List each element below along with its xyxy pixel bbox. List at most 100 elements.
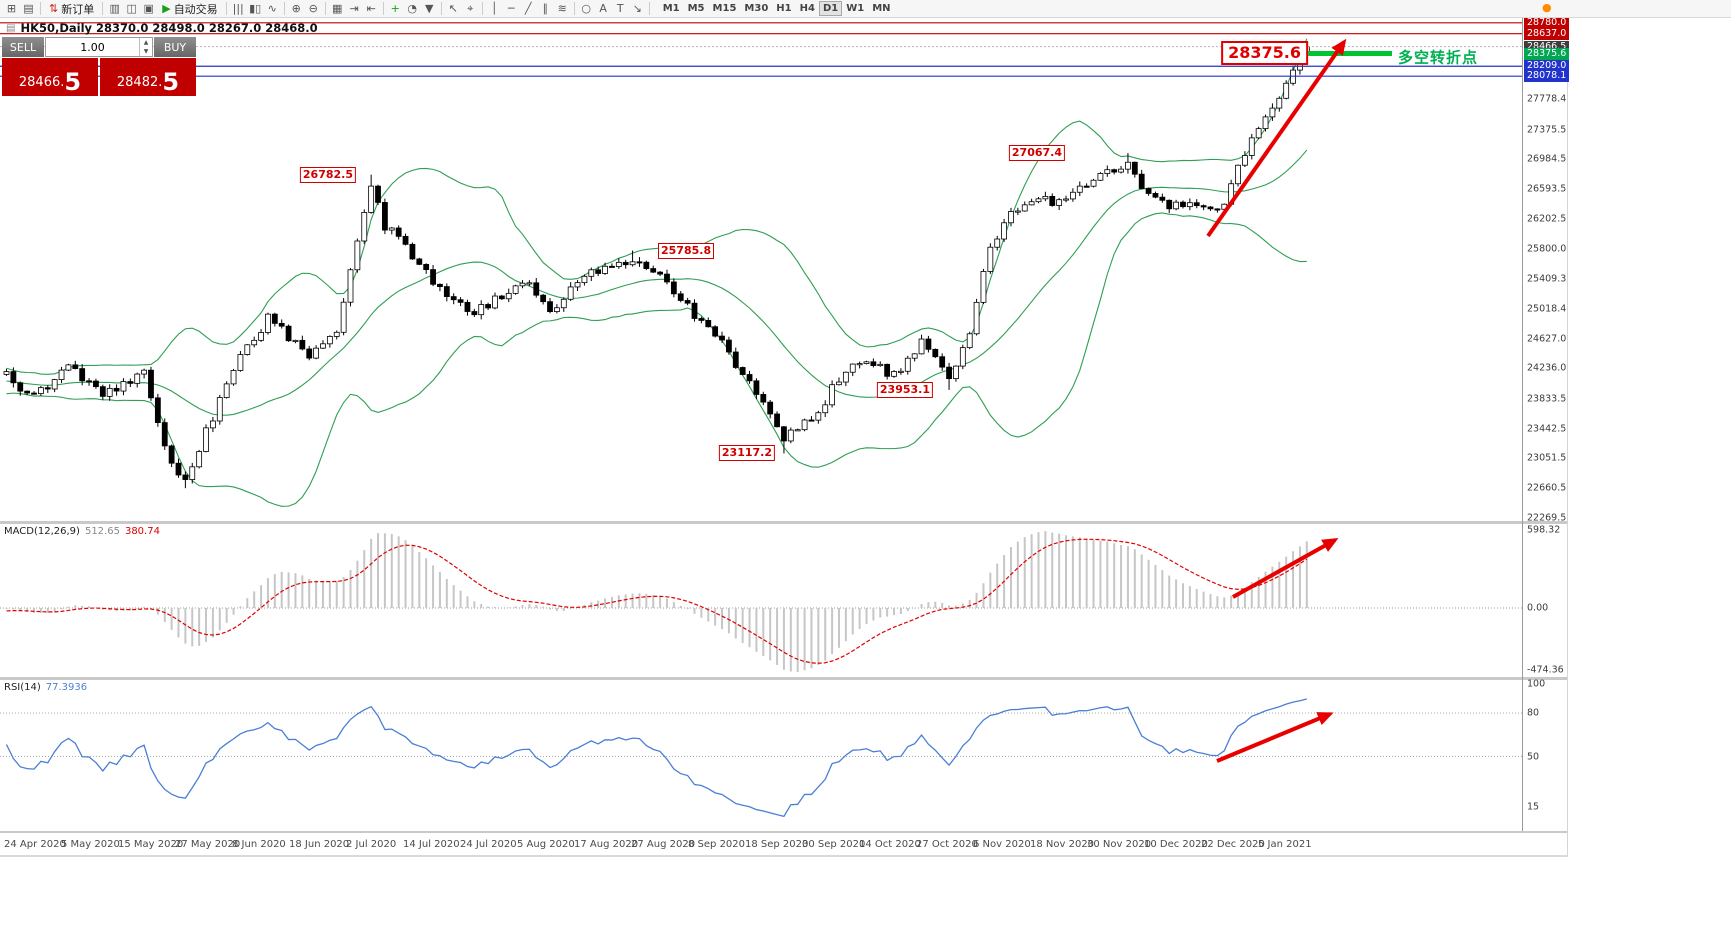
rsi-line	[5, 698, 1307, 818]
toolbar-separator	[102, 2, 104, 15]
timeframe-d1[interactable]: D1	[818, 1, 843, 16]
toolbar-separator	[225, 2, 227, 15]
price-axis-label: 25409.3	[1527, 273, 1567, 285]
timeframe-h1[interactable]: H1	[776, 3, 792, 14]
candles-chart-icon[interactable]: ▮▯	[249, 2, 262, 15]
swing-price-label: 25785.8	[658, 242, 715, 259]
market-watch-icon[interactable]: ▥	[109, 2, 120, 15]
fibonacci-icon[interactable]: ≋	[557, 2, 567, 15]
bollinger-bands	[6, 38, 1308, 507]
trendline-icon[interactable]: ╱	[524, 2, 532, 15]
timeframe-m30[interactable]: M30	[744, 3, 769, 14]
auto-scroll-icon[interactable]: ⇥	[349, 2, 359, 15]
shapes-icon[interactable]: ○	[581, 2, 591, 15]
new-order-button[interactable]: ⇅ 新订单	[44, 1, 99, 17]
chart-icon: ▤	[6, 22, 16, 34]
swing-price-label: 27067.4	[1008, 145, 1065, 162]
horizontal-line-icon[interactable]: ─	[507, 2, 515, 15]
date-axis-label: 22 Dec 2020	[1201, 839, 1265, 850]
new-order-button-label: 新订单	[61, 2, 95, 16]
rsi-label: RSI(14) 77.3936	[4, 682, 87, 693]
buy-price[interactable]: 28482. 5	[100, 58, 196, 96]
crosshair-icon[interactable]: ⌖	[467, 1, 474, 15]
volume-input[interactable]	[46, 38, 139, 56]
bollinger-upper	[6, 38, 1308, 375]
date-axis-label: 8 Jun 2020	[232, 839, 286, 850]
date-axis-label: 18 Nov 2020	[1030, 839, 1095, 850]
new-chart-icon[interactable]: ⊞	[6, 2, 17, 15]
turning-point-note: 多空转折点	[1398, 48, 1479, 67]
date-axis-label: 2 Jul 2020	[346, 839, 397, 850]
date-axis-label: 8 Sep 2020	[688, 839, 746, 850]
label-icon[interactable]: T	[616, 2, 624, 15]
macd-name: MACD(12,26,9)	[4, 526, 80, 537]
date-axis-label: 14 Oct 2020	[859, 839, 921, 850]
price-axis-label: 25018.4	[1527, 303, 1567, 315]
date-axis-label: 27 Aug 2020	[631, 839, 696, 850]
auto-trading-button-icon: ▶	[162, 2, 171, 15]
timeframe-w1[interactable]: W1	[846, 3, 865, 14]
macd-axis-label: 0.00	[1527, 602, 1549, 614]
date-axis-label: 5 Aug 2020	[517, 839, 575, 850]
current-price-label: 28375.6	[1221, 41, 1308, 65]
arrow-tool-icon[interactable]: ↘	[632, 2, 642, 15]
price-axis-label: 26202.5	[1527, 213, 1567, 225]
toolbar-separator	[324, 2, 326, 15]
macd-signal-value: 380.74	[124, 526, 160, 537]
date-axis-label: 5 Jan 2021	[1258, 839, 1312, 850]
line-chart-icon[interactable]: ∿	[267, 2, 277, 15]
bars-chart-icon[interactable]: |||	[232, 2, 244, 15]
timeframe-h4[interactable]: H4	[799, 3, 815, 14]
timeframe-mn[interactable]: MN	[872, 3, 891, 14]
profiles-icon[interactable]: ▤	[23, 2, 34, 15]
one-click-trade-panel: SELL ▲ ▼ BUY 28466.5 28482.5	[2, 37, 196, 96]
text-icon[interactable]: A	[599, 2, 607, 15]
zoom-in-icon[interactable]: ⊕	[291, 2, 301, 15]
indicators-icon[interactable]: +	[390, 2, 400, 15]
macd-trend-arrow	[1232, 538, 1339, 599]
panel-separators	[0, 18, 1568, 857]
volume-up-icon[interactable]: ▲	[143, 39, 149, 46]
timeframe-m1[interactable]: M1	[662, 3, 680, 14]
toolbar-separator	[440, 2, 442, 15]
price-tag: 28637.0	[1524, 27, 1570, 40]
macd-indicator	[0, 531, 1522, 672]
date-axis-label: 27 Oct 2020	[916, 839, 978, 850]
date-axis-label: 14 Jul 2020	[403, 839, 460, 850]
buy-button[interactable]: BUY	[154, 37, 196, 57]
templates-icon[interactable]: ▼	[424, 2, 434, 15]
sell-button[interactable]: SELL	[2, 37, 44, 57]
rsi-axis-label: 15	[1527, 801, 1540, 813]
horizontal-lines	[0, 22, 1522, 77]
timeframe-m15[interactable]: M15	[712, 3, 737, 14]
zoom-out-icon[interactable]: ⊖	[308, 2, 318, 15]
date-axis-label: 10 Dec 2020	[1144, 839, 1208, 850]
toolbar-separator	[481, 2, 483, 15]
navigator-icon[interactable]: ▣	[143, 2, 154, 15]
tile-windows-icon[interactable]: ▦	[331, 2, 343, 15]
volume-stepper: ▲ ▼	[139, 38, 152, 56]
chart-shift-icon[interactable]: ⇤	[366, 2, 376, 15]
rsi-trend-arrow	[1216, 712, 1334, 763]
auto-trading-button[interactable]: ▶ 自动交易	[157, 1, 222, 17]
periods-icon[interactable]: ◔	[407, 2, 417, 15]
price-axis-label: 23051.5	[1527, 452, 1567, 464]
price-axis-label: 25800.0	[1527, 243, 1567, 255]
swing-price-label: 23117.2	[718, 445, 775, 462]
cursor-icon[interactable]: ↖	[448, 2, 458, 15]
date-axis-label: 24 Apr 2020	[4, 839, 66, 850]
notification-icon[interactable]: ●	[1542, 1, 1552, 14]
chart-title-text: HK50,Daily 28370.0 28498.0 28267.0 28468…	[20, 21, 318, 35]
volume-down-icon[interactable]: ▼	[143, 48, 149, 55]
date-axis-label: 27 May 2020	[175, 839, 241, 850]
swing-price-label: 23953.1	[876, 381, 933, 398]
channel-icon[interactable]: ∥	[542, 2, 548, 15]
vertical-line-icon[interactable]: │	[490, 2, 498, 15]
data-window-icon[interactable]: ◫	[126, 2, 137, 15]
price-axis-label: 27778.4	[1527, 93, 1567, 105]
timeframe-m5[interactable]: M5	[687, 3, 705, 14]
date-axis-label: 15 May 2020	[118, 839, 184, 850]
sell-price[interactable]: 28466. 5	[2, 58, 98, 96]
